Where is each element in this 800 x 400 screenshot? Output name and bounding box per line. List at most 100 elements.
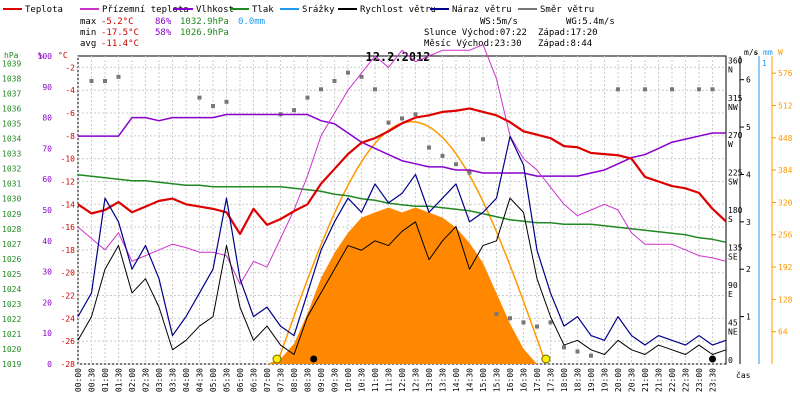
x-tick-label: 11:00 [371, 368, 380, 392]
dir-cardinal-label: SW [728, 178, 738, 187]
info-sun-set: Západ:17:20 [538, 28, 598, 38]
wind-direction-point [224, 99, 229, 104]
wind-direction-point [103, 78, 107, 83]
dir-axis-unit: ° [753, 51, 758, 60]
legend-label-tlak: Tlak [252, 5, 274, 15]
x-tick-label: 00:00 [74, 368, 83, 392]
stat-min-temp: -17.5°C [101, 28, 139, 38]
hpa-tick-label: 1021 [2, 330, 21, 339]
ms-tick-label: 5 [746, 123, 751, 132]
x-tick-label: 08:00 [290, 368, 299, 392]
x-tick-label: 16:30 [520, 368, 529, 392]
w-tick-label: 512 [778, 101, 793, 110]
x-tick-label: 10:30 [358, 368, 367, 392]
temp-tick-label: -26 [61, 337, 76, 346]
pct-tick-label: 50 [42, 206, 52, 215]
x-tick-label: 04:30 [196, 368, 205, 392]
solar-radiation-area [267, 207, 537, 364]
series-line-teplota [77, 107, 727, 236]
ms-tick-label: 6 [746, 76, 751, 85]
wind-direction-point [413, 112, 418, 117]
series-line-n-raz-v-tru [77, 135, 727, 346]
w-tick-label: 128 [778, 295, 793, 304]
ms-axis-unit: m/s [744, 48, 759, 57]
x-tick-label: 03:00 [155, 368, 164, 392]
legend-label-prizemni-teplota: Přízemní teplota [102, 5, 189, 15]
legend-label-srazky: Srážky [302, 5, 335, 15]
wind-direction-point [359, 74, 364, 79]
hpa-tick-label: 1029 [2, 210, 21, 219]
wind-direction-point [89, 78, 94, 83]
x-tick-label: 12:30 [412, 368, 421, 392]
wind-direction-point [481, 137, 485, 142]
wind-direction-point [643, 87, 647, 92]
ms-tick-label: 1 [746, 313, 751, 322]
dir-tick-label: 315 [728, 94, 743, 103]
dir-cardinal-label: W [728, 140, 733, 149]
w-tick-label: 192 [778, 263, 793, 272]
legend-label-rychlost-vetru: Rychlost větru [360, 5, 436, 15]
hpa-tick-label: 1031 [2, 180, 21, 189]
pct-tick-label: 0 [47, 360, 52, 369]
wind-direction-point [589, 353, 593, 358]
x-tick-label: 09:30 [331, 368, 340, 392]
stat-min-label: min [80, 28, 96, 38]
hpa-axis-unit: hPa [4, 51, 19, 60]
info-block: WS:5m/s WG:5.4m/s Slunce Východ:07:22 Zá… [424, 17, 615, 49]
moon-marker [310, 355, 318, 363]
temp-tick-label: -20 [61, 269, 76, 278]
x-tick-label: 14:30 [466, 368, 475, 392]
x-tick-label: 06:00 [236, 368, 245, 392]
pct-axis-unit: % [38, 51, 43, 60]
sun-marker [272, 354, 282, 364]
x-tick-label: 19:00 [587, 368, 596, 392]
x-tick-label: 07:30 [277, 368, 286, 392]
wind-direction-point [197, 95, 202, 100]
wind-direction-point [427, 145, 431, 150]
x-tick-label: 04:00 [182, 368, 191, 392]
x-tick-label: 16:00 [506, 368, 515, 392]
stat-avg-temp: -11.4°C [101, 39, 139, 49]
dir-cardinal-label: N [728, 65, 733, 74]
wind-direction-point [454, 162, 458, 167]
moon-marker [709, 355, 716, 363]
temp-tick-label: -6 [65, 109, 75, 118]
dir-tick-label: 180 [728, 206, 743, 215]
x-tick-label: 18:30 [574, 368, 583, 392]
hpa-tick-label: 1025 [2, 270, 21, 279]
pct-tick-label: 10 [42, 329, 52, 338]
line-series [77, 44, 727, 356]
wind-direction-point [535, 324, 539, 329]
temp-tick-label: -14 [61, 200, 76, 209]
x-tick-label: 20:30 [628, 368, 637, 392]
temp-tick-label: -28 [61, 360, 76, 369]
legend-label-vlhkost: Vlhkost [196, 5, 234, 15]
dir-cardinal-label: E [728, 290, 733, 299]
pct-tick-label: 30 [42, 268, 52, 277]
series-line-rychlost-v-tru [77, 197, 727, 356]
hpa-tick-label: 1037 [2, 90, 21, 99]
ms-tick-label: 4 [746, 170, 751, 179]
mm-tick-label: 1 [762, 59, 767, 68]
hpa-tick-label: 1026 [2, 255, 21, 264]
hpa-tick-label: 1022 [2, 315, 21, 324]
legend-label-smer-vetru: Směr větru [540, 5, 594, 15]
dir-tick-label: 360 [728, 56, 743, 65]
x-tick-label: 08:30 [304, 368, 313, 392]
wind-direction-point [346, 70, 350, 75]
hpa-tick-label: 1020 [2, 345, 21, 354]
x-tick-label: 15:00 [479, 368, 488, 392]
hpa-tick-label: 1032 [2, 165, 21, 174]
wind-direction-point [373, 87, 377, 92]
hpa-tick-label: 1035 [2, 120, 21, 129]
hpa-tick-label: 1034 [2, 135, 21, 144]
solar-series [267, 120, 547, 365]
temp-tick-label: -16 [61, 223, 76, 232]
dir-cardinal-label: SE [728, 253, 738, 262]
wind-direction-point [562, 345, 566, 350]
x-tick-label: 13:30 [439, 368, 448, 392]
stats-block: max -5.2°C 86% 1032.9hPa 0.0mm min -17.5… [80, 17, 265, 49]
dir-cardinal-label: S [728, 215, 733, 224]
x-tick-label: 14:00 [452, 368, 461, 392]
legend-label-teplota: Teplota [25, 5, 63, 15]
